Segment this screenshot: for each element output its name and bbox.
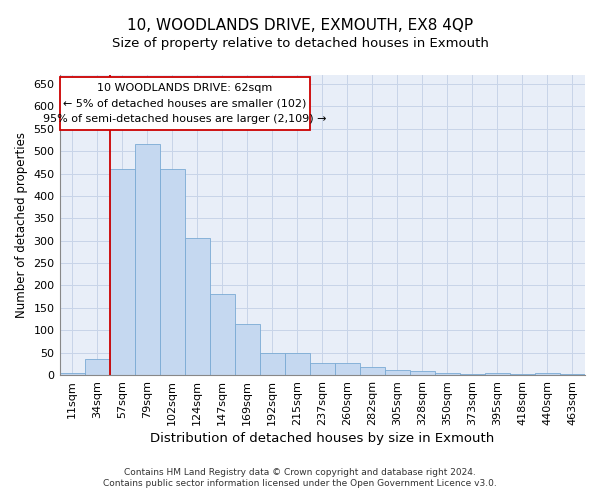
Text: Size of property relative to detached houses in Exmouth: Size of property relative to detached ho…	[112, 38, 488, 51]
Bar	[460, 374, 485, 375]
Text: 10, WOODLANDS DRIVE, EXMOUTH, EX8 4QP: 10, WOODLANDS DRIVE, EXMOUTH, EX8 4QP	[127, 18, 473, 32]
Bar	[110, 169, 134, 375]
Bar	[410, 372, 435, 375]
Text: 10 WOODLANDS DRIVE: 62sqm
← 5% of detached houses are smaller (102)
95% of semi-: 10 WOODLANDS DRIVE: 62sqm ← 5% of detach…	[43, 82, 326, 124]
Bar	[285, 352, 310, 375]
Y-axis label: Number of detached properties: Number of detached properties	[15, 132, 28, 318]
Bar	[485, 373, 510, 375]
Bar	[510, 374, 535, 375]
Bar	[134, 144, 160, 375]
Bar	[560, 374, 585, 375]
Bar	[535, 373, 560, 375]
X-axis label: Distribution of detached houses by size in Exmouth: Distribution of detached houses by size …	[150, 432, 494, 445]
Bar	[235, 324, 260, 375]
Bar	[209, 294, 235, 375]
Bar	[360, 367, 385, 375]
Bar	[385, 370, 410, 375]
Bar	[310, 363, 335, 375]
Bar	[435, 373, 460, 375]
FancyBboxPatch shape	[59, 77, 310, 130]
Bar	[85, 360, 110, 375]
Bar	[59, 373, 85, 375]
Bar	[160, 169, 185, 375]
Bar	[185, 238, 209, 375]
Bar	[260, 352, 285, 375]
Bar	[335, 363, 360, 375]
Text: Contains HM Land Registry data © Crown copyright and database right 2024.
Contai: Contains HM Land Registry data © Crown c…	[103, 468, 497, 487]
